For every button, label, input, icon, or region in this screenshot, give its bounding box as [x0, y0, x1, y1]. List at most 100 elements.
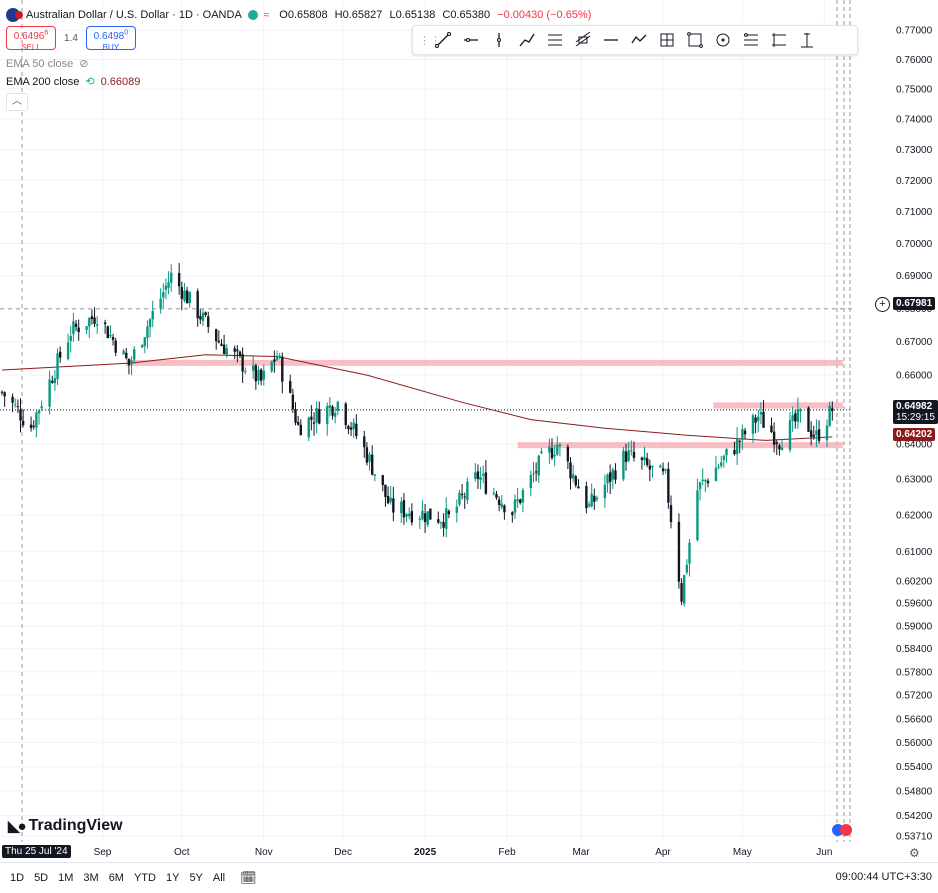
candle: [201, 308, 205, 326]
eye-hidden-icon[interactable]: ⊘: [79, 58, 89, 70]
candle: [622, 446, 625, 482]
candle-body: [511, 512, 514, 516]
symbol-title[interactable]: Australian Dollar / U.S. Dollar · 1D · O…: [26, 9, 242, 21]
candle: [757, 409, 760, 433]
buy-button[interactable]: 0.64980 BUY: [85, 26, 136, 52]
range-3m[interactable]: 3M: [83, 872, 99, 884]
candle: [566, 444, 570, 470]
trend-line-tool-button[interactable]: [429, 27, 457, 53]
candle: [466, 477, 469, 505]
candle-body: [640, 457, 644, 460]
candle: [680, 578, 683, 606]
candle: [220, 339, 223, 347]
candle: [643, 446, 646, 466]
candle-body: [77, 327, 80, 333]
range-6m[interactable]: 6M: [108, 872, 124, 884]
zone-rectangle[interactable]: [126, 359, 843, 366]
ema50-legend[interactable]: EMA 50 close ⊘: [6, 57, 89, 71]
candle-body: [482, 473, 485, 476]
collapse-legend-button[interactable]: ︿: [6, 93, 28, 111]
candle-body: [571, 474, 575, 479]
candle-body: [476, 471, 480, 479]
vertical-line-tool-button[interactable]: [485, 27, 513, 53]
candle: [373, 474, 377, 482]
candle-body: [58, 351, 62, 358]
candle: [48, 370, 51, 415]
price-chart[interactable]: 0.77000 0.76000 0.75000 0.74000 0.73000 0.720…: [0, 0, 938, 862]
candle: [51, 375, 54, 384]
zone-rectangle[interactable]: [517, 442, 843, 449]
candle-body: [199, 316, 202, 320]
settings-gear-icon[interactable]: ⚙: [909, 846, 920, 860]
drag-handle-icon[interactable]: ⋮⋮: [419, 34, 441, 47]
candle: [37, 409, 41, 425]
candle-body: [466, 481, 469, 501]
candle-body: [188, 291, 191, 304]
candle: [479, 466, 482, 490]
au-event-icon[interactable]: [840, 824, 852, 836]
candle: [722, 454, 726, 468]
fib-retracement-tool-button[interactable]: [737, 27, 765, 53]
measure-tool-button[interactable]: [793, 27, 821, 53]
candle-body: [238, 351, 242, 356]
polyline-tool-button[interactable]: [625, 27, 653, 53]
range-ytd[interactable]: YTD: [133, 872, 156, 884]
candle: [442, 513, 445, 537]
calendar-icon[interactable]: 🗓: [240, 870, 257, 885]
candle: [550, 438, 554, 460]
parallel-channel-tool-button[interactable]: [541, 27, 569, 53]
candle: [558, 442, 562, 457]
horizontal-line-tool-button[interactable]: [597, 27, 625, 53]
horizontal-line-icon: [604, 39, 618, 41]
candle-body: [495, 494, 498, 498]
candle: [111, 333, 115, 346]
candle: [706, 478, 710, 488]
zone-rectangle[interactable]: [713, 402, 843, 409]
candle: [587, 501, 591, 509]
candle: [762, 399, 765, 428]
candle: [571, 464, 575, 483]
candle-body: [312, 422, 316, 424]
time-axis[interactable]: Sep Oct Nov Dec 2025 Feb Mar Apr May Jun: [94, 847, 833, 858]
candle-body: [593, 495, 596, 502]
clock[interactable]: 09:00:44 UTC+3:30: [835, 871, 932, 883]
candle: [291, 388, 295, 413]
price-tick-label: 0.63000: [896, 475, 933, 486]
add-alert-icon[interactable]: +: [875, 297, 890, 312]
range-5d[interactable]: 5D: [34, 872, 49, 884]
candle-body: [326, 406, 329, 425]
range-1d[interactable]: 1D: [10, 872, 25, 884]
candle: [21, 409, 25, 428]
range-1y[interactable]: 1Y: [165, 872, 180, 884]
tradingview-logo[interactable]: ◣● TradingView: [8, 817, 123, 835]
path-tool-button[interactable]: [513, 27, 541, 53]
sell-button[interactable]: 0.64966 SELL: [6, 26, 56, 52]
candle-body: [772, 431, 776, 445]
candle: [529, 470, 533, 497]
range-5y[interactable]: 5Y: [189, 872, 203, 884]
rectangle-tool-button[interactable]: [681, 27, 709, 53]
vertical-line-icon: [497, 33, 501, 47]
range-1m[interactable]: 1M: [58, 872, 74, 884]
ema200-legend[interactable]: EMA 200 close ⟲ 0.66089: [6, 75, 140, 89]
high-value: H0.65827: [334, 9, 383, 21]
candle: [759, 402, 763, 424]
flag-tool-button[interactable]: [765, 27, 793, 53]
candle-body: [51, 380, 54, 383]
horizontal-ray-tool-button[interactable]: [457, 27, 485, 53]
long-position-tool-button[interactable]: [653, 27, 681, 53]
candle: [106, 325, 109, 339]
candle-body: [275, 355, 279, 360]
rectangle-icon: [687, 32, 703, 48]
candle: [214, 328, 218, 350]
circle-tool-button[interactable]: [709, 27, 737, 53]
pitchfork-tool-button[interactable]: [569, 27, 597, 53]
candle-body: [590, 493, 593, 507]
range-all[interactable]: All: [212, 872, 226, 884]
candle-body: [310, 416, 313, 420]
events-markers[interactable]: [832, 824, 852, 836]
candle-body: [743, 430, 747, 435]
candle-body: [204, 312, 207, 316]
candle: [259, 368, 263, 386]
price-tick-label: 0.56600: [896, 714, 933, 725]
